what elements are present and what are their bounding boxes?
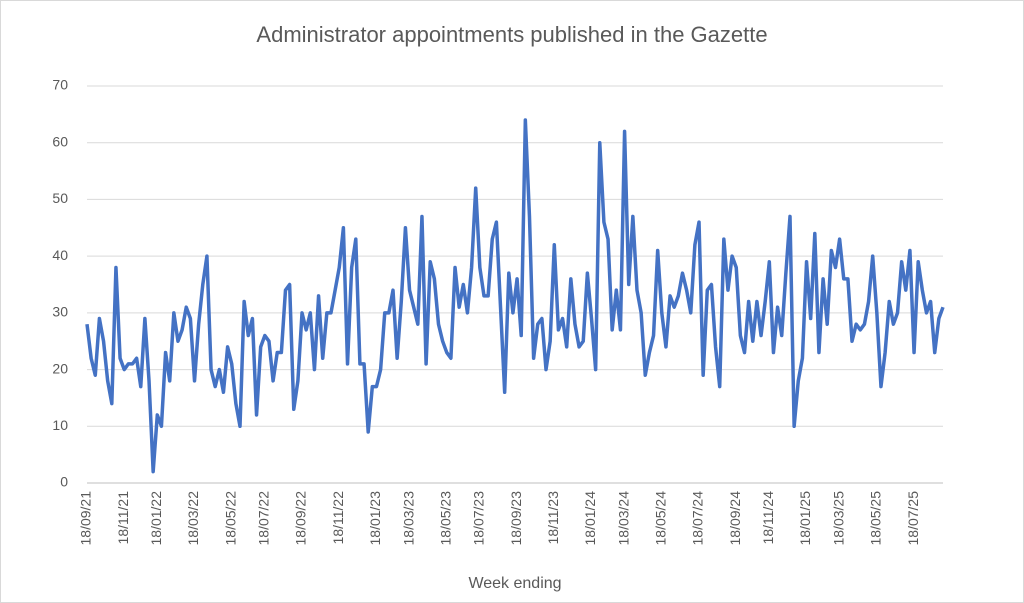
data-line — [85, 118, 945, 474]
x-tick-label: 18/03/23 — [400, 491, 416, 546]
y-tick-label: 60 — [52, 133, 68, 149]
y-tick-label: 20 — [52, 360, 68, 376]
x-tick-label: 18/09/21 — [78, 491, 94, 546]
x-tick-label: 18/05/25 — [868, 491, 884, 546]
x-tick-label: 18/01/25 — [797, 491, 813, 546]
x-axis-title: Week ending — [468, 575, 561, 592]
x-tick-label: 18/01/24 — [582, 491, 598, 546]
x-tick-label: 18/09/23 — [508, 491, 524, 546]
x-tick-label: 18/11/22 — [330, 491, 346, 545]
x-tick-label: 18/05/22 — [222, 491, 238, 546]
y-tick-label: 70 — [52, 77, 68, 93]
y-tick-label: 30 — [52, 304, 68, 320]
x-tick-label: 18/03/25 — [830, 491, 846, 546]
x-tick-label: 18/01/23 — [367, 491, 383, 546]
x-tick-label: 18/07/23 — [471, 491, 487, 546]
x-tick-label: 18/07/25 — [905, 491, 921, 546]
y-tick-label: 0 — [60, 474, 68, 490]
chart-title: Administrator appointments published in … — [256, 22, 767, 47]
x-tick-label: 18/11/21 — [115, 491, 131, 545]
y-tick-label: 50 — [52, 190, 68, 206]
x-tick-label: 18/07/22 — [256, 491, 272, 546]
x-tick-label: 18/11/24 — [760, 491, 776, 545]
y-tick-label: 40 — [52, 247, 68, 263]
x-tick-label: 18/11/23 — [545, 491, 561, 545]
x-tick-label: 18/05/23 — [437, 491, 453, 546]
x-tick-label: 18/03/24 — [615, 491, 631, 546]
x-tick-label: 18/01/22 — [148, 491, 164, 546]
x-tick-label: 18/09/24 — [727, 491, 743, 546]
x-tick-label: 18/05/24 — [653, 491, 669, 546]
x-tick-label: 18/07/24 — [690, 491, 706, 546]
y-tick-label: 10 — [52, 417, 68, 433]
x-tick-label: 18/03/22 — [185, 491, 201, 546]
x-tick-label: 18/09/22 — [293, 491, 309, 546]
